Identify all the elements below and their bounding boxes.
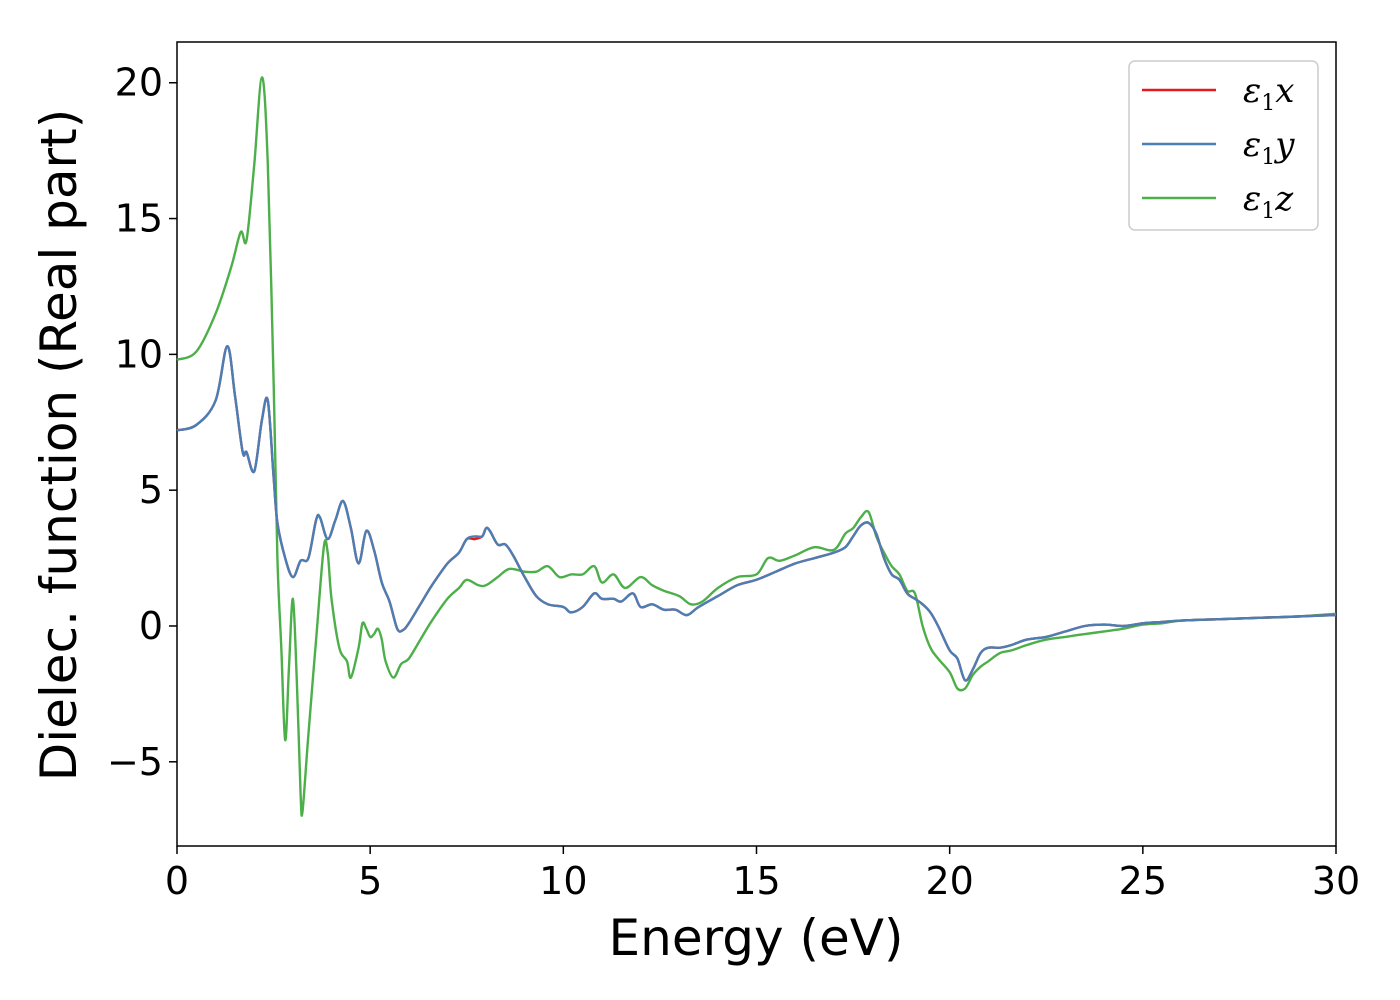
y-tick-label: 5 [139,468,163,512]
legend-label-y: ε1y [1243,125,1295,170]
series-layer [176,76,1337,817]
x-tick-label: 30 [1312,859,1360,903]
series-line-z [176,76,1337,817]
x-tick-label: 5 [358,859,382,903]
series-line-x [176,344,1337,682]
legend: ε1x ε1y ε1z [1128,60,1319,231]
y-tick-label: −5 [107,740,163,784]
x-axis-ticks: 0 5 10 15 20 25 30 [165,846,1360,903]
y-axis-title: Dielec. function (Real part) [30,109,88,781]
legend-label-z: ε1z [1243,179,1294,224]
x-tick-label: 10 [539,859,587,903]
y-axis-ticks: −5 0 5 10 15 20 [107,61,177,784]
x-tick-label: 25 [1119,859,1167,903]
x-tick-label: 20 [925,859,973,903]
legend-box [1128,60,1319,231]
x-tick-label: 15 [732,859,780,903]
x-axis-title: Energy (eV) [609,909,904,967]
legend-label-x: ε1x [1243,71,1294,116]
y-tick-label: 20 [115,61,163,105]
series-line-y [176,344,1337,682]
y-tick-label: 15 [115,197,163,241]
y-tick-label: 10 [115,332,163,376]
x-tick-label: 0 [165,859,189,903]
y-tick-label: 0 [139,604,163,648]
